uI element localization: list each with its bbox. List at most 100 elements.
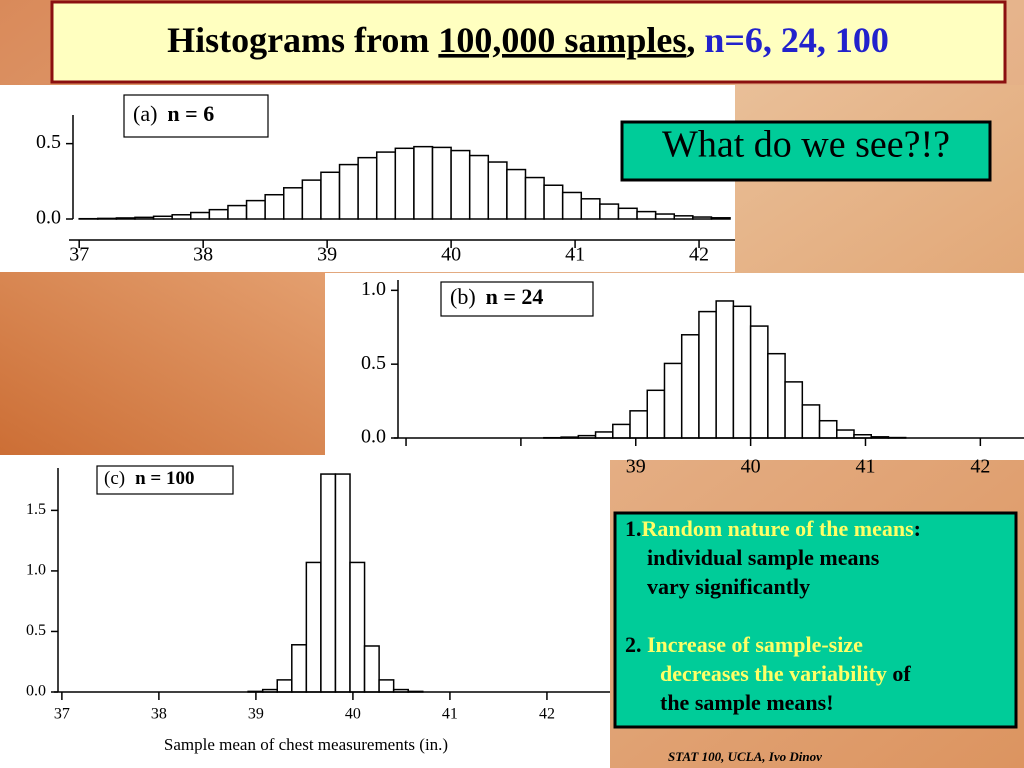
bar [394, 147, 415, 220]
y-tick-label: 0.0 [26, 683, 46, 700]
bar [431, 146, 452, 220]
title-part: n=6, 24, 100 [695, 20, 889, 60]
bar [646, 389, 666, 439]
title-part: , [686, 20, 695, 60]
bar [115, 217, 136, 220]
bar [357, 156, 378, 220]
bar [629, 410, 649, 439]
bar [673, 215, 694, 220]
bar [767, 352, 786, 439]
x-tick-label: 40 [441, 244, 461, 266]
note-text: : [914, 516, 921, 541]
x-tick-label: 37 [54, 706, 70, 723]
panel-title: n = 6 [167, 101, 214, 126]
note-text: vary significantly [647, 574, 810, 599]
note-text: 2. [625, 632, 647, 657]
bar [245, 199, 266, 220]
note-line: 2. Increase of sample-size [625, 632, 863, 657]
bar [487, 161, 508, 220]
bar [543, 184, 564, 220]
x-tick-label: 42 [970, 456, 990, 478]
note-line: decreases the variability of [660, 661, 911, 686]
x-tick-label: 41 [442, 706, 458, 723]
x-tick-label: 39 [626, 456, 646, 478]
note-text: Random nature of the means [642, 516, 915, 541]
y-tick-label: 0.0 [361, 426, 386, 448]
x-tick-label: 37 [69, 244, 89, 266]
note-text: Increase of sample-size [647, 632, 863, 657]
slide-title: Histograms from 100,000 samples, n=6, 24… [167, 20, 889, 60]
notes-box [613, 511, 1018, 729]
x-tick-label: 38 [193, 244, 213, 266]
bar [338, 163, 359, 220]
bar [506, 168, 527, 220]
bar [836, 429, 855, 439]
bar [450, 149, 471, 220]
chart: 0.0 0.5 1.0 1.5 37 38 39 40 41 42 Sample mean of c… [0, 455, 610, 768]
note-text: decreases the variability [660, 661, 887, 686]
bar [680, 334, 700, 439]
x-tick-label: 39 [317, 244, 337, 266]
bar [349, 561, 366, 693]
bar [291, 644, 308, 693]
bar [378, 679, 395, 693]
bar [715, 300, 735, 439]
bar [282, 187, 304, 220]
bar [654, 213, 676, 220]
title-part: 100,000 samples [438, 20, 686, 60]
bar [152, 215, 173, 220]
bar [663, 362, 683, 439]
note-line: vary significantly [647, 574, 810, 599]
bar [599, 203, 620, 220]
bar [320, 171, 341, 220]
bar [305, 561, 322, 693]
bar [710, 217, 731, 220]
note-line: the sample means! [660, 690, 834, 715]
title-box [50, 0, 1007, 84]
bar [208, 208, 229, 220]
bar [171, 214, 192, 220]
bar [801, 404, 821, 439]
x-tick-label: 40 [741, 456, 761, 478]
decor [0, 272, 330, 457]
bar [264, 193, 285, 220]
note-text: the sample means! [660, 690, 834, 715]
y-tick-label: 0.5 [36, 131, 61, 153]
bar [413, 145, 434, 220]
bar [698, 310, 717, 439]
bar [320, 473, 337, 693]
x-tick-label: 38 [151, 706, 167, 723]
panel-label-box [440, 281, 594, 317]
bar [612, 423, 631, 439]
note-text: individual sample means [647, 545, 880, 570]
note-text: 1. [625, 516, 642, 541]
x-tick-label: 40 [345, 706, 361, 723]
panel-label: (a) n = 6 [133, 101, 214, 126]
callout: What do we see?!? [662, 124, 950, 166]
bar [97, 217, 118, 220]
bar [594, 431, 614, 439]
bar [636, 210, 657, 220]
panel-label: (b) n = 24 [450, 284, 543, 309]
y-tick-label: 0.5 [26, 622, 46, 639]
notes: 1.Random nature of the means: individual … [625, 516, 921, 715]
y-tick-label: 1.0 [361, 278, 386, 300]
bar [468, 154, 490, 220]
panel-title: n = 100 [135, 468, 194, 489]
footer: STAT 100, UCLA, Ivo Dinov [668, 749, 822, 764]
y-tick-label: 0.5 [361, 352, 386, 374]
bar [190, 211, 211, 220]
x-tick-label: 42 [689, 244, 709, 266]
bar [692, 216, 713, 220]
bar [784, 381, 804, 439]
y-tick-label: 0.0 [36, 207, 61, 229]
bar [301, 179, 322, 220]
bar [580, 198, 601, 220]
bar [617, 207, 638, 220]
x-tick-label: 41 [855, 456, 875, 478]
y-tick-label: 1.5 [26, 501, 46, 518]
note-line: 1.Random nature of the means: [625, 516, 921, 541]
chart: 0.0 0.5 37 38 39 40 41 42 (a) n = 6 [0, 85, 735, 272]
